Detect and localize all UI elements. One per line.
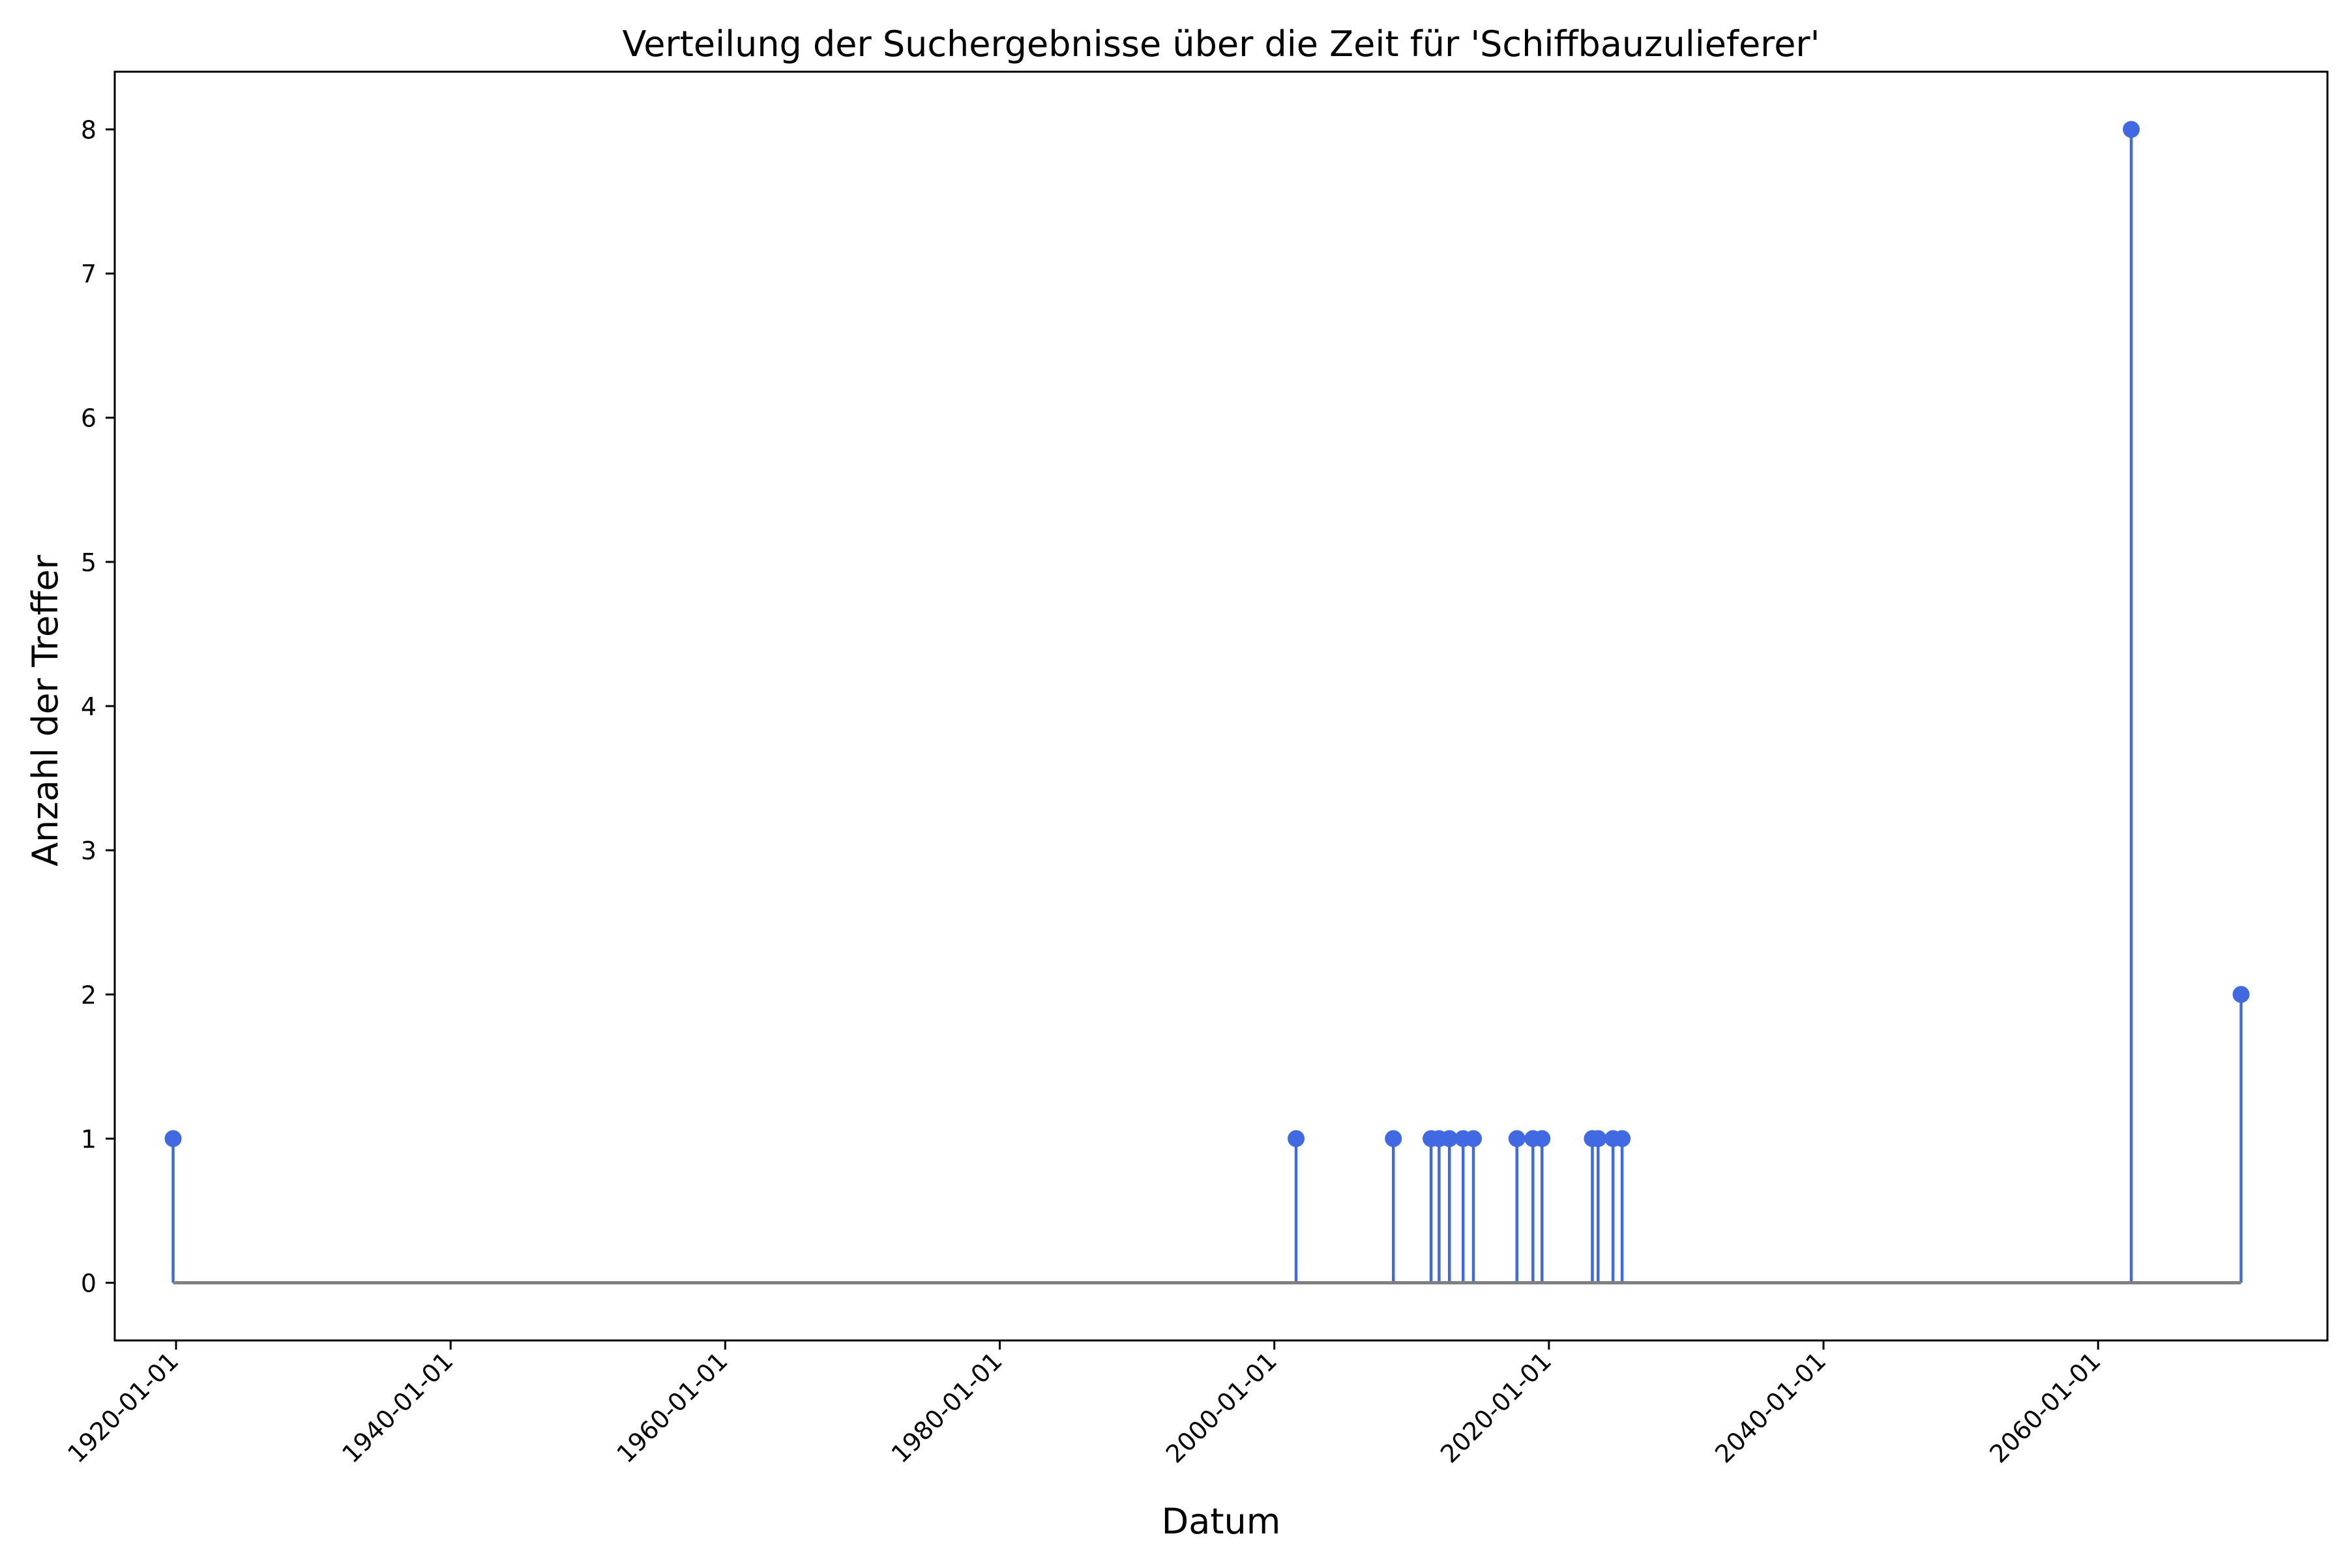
y-tick-label: 4 (81, 692, 96, 721)
stem-marker (1385, 1130, 1402, 1147)
chart-title: Verteilung der Suchergebnisse über die Z… (623, 23, 1820, 65)
y-tick-label: 6 (81, 404, 96, 433)
stem-marker (1508, 1130, 1526, 1147)
stem-marker (1464, 1130, 1482, 1147)
stem-marker (2123, 121, 2140, 138)
y-tick-label: 0 (81, 1269, 96, 1298)
stem-marker (1441, 1130, 1458, 1147)
stem-marker (1614, 1130, 1631, 1147)
y-tick-label: 3 (81, 836, 96, 865)
x-axis-label: Datum (1162, 1501, 1281, 1542)
stem-marker (1288, 1130, 1305, 1147)
stem-marker (164, 1130, 182, 1147)
y-tick-label: 1 (81, 1125, 96, 1153)
y-tick-label: 2 (81, 981, 96, 1009)
stem-marker (1533, 1130, 1551, 1147)
y-axis-label: Anzahl der Treffer (25, 554, 66, 866)
stem-marker (1589, 1130, 1607, 1147)
y-tick-label: 8 (81, 115, 96, 144)
y-tick-label: 7 (81, 260, 96, 289)
y-tick-label: 5 (81, 548, 96, 577)
plot-frame (113, 70, 2329, 1342)
stem-marker (2232, 986, 2250, 1003)
